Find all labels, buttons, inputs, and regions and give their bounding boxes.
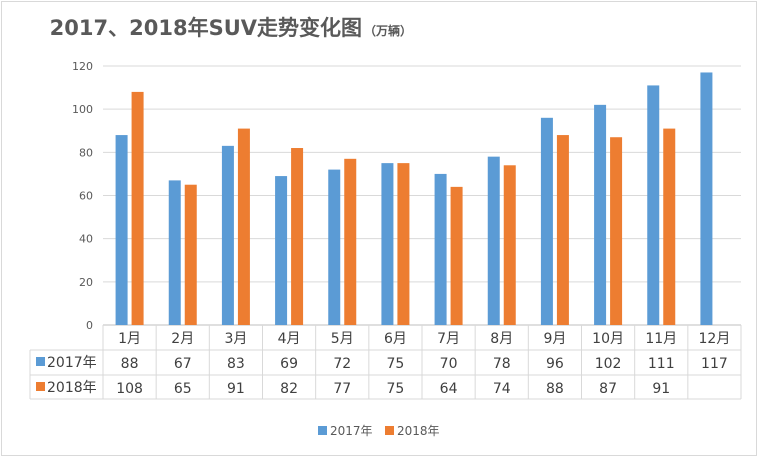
data-label: 67 (174, 356, 192, 372)
data-label: 65 (174, 381, 192, 397)
x-tick-label: 12月 (699, 331, 731, 347)
data-label: 87 (599, 381, 617, 397)
y-tick-label: 40 (79, 233, 93, 246)
chart-unit: （万辆） (364, 23, 412, 38)
bar-2017-2 (168, 180, 181, 325)
bar-2018-6 (397, 163, 410, 325)
x-tick-label: 8月 (490, 331, 513, 347)
bar-2018-3 (237, 128, 250, 325)
data-table: 1月 2月 3月 4月 5月 6月 7月 8月 9月 10月 11月 12月 2017年 88 67 83 69… (29, 325, 742, 400)
data-label: 88 (121, 356, 139, 372)
data-label: 83 (227, 356, 245, 372)
x-tick-label: 4月 (278, 331, 301, 347)
series-key-0 (36, 357, 45, 366)
data-label: 117 (701, 356, 728, 372)
bar-2018-1 (131, 91, 144, 326)
x-tick-label: 2月 (171, 331, 194, 347)
legend: 2017年 2018年 (318, 424, 440, 438)
bar-2017-6 (381, 163, 394, 325)
y-tick-label: 20 (79, 276, 93, 289)
legend-label: 2018年 (397, 424, 440, 438)
bar-2018-8 (503, 165, 516, 325)
legend-swatch-1 (385, 426, 394, 435)
bar-2018-9 (556, 135, 569, 325)
bar-2017-7 (434, 173, 447, 325)
chart-title-group: 2017、2018年SUV走势变化图 （万辆） (50, 16, 412, 40)
bar-2018-4 (291, 148, 304, 325)
data-label: 108 (116, 381, 143, 397)
bar-2018-10 (610, 137, 623, 325)
bar-2018-7 (450, 186, 463, 325)
bar-2017-10 (594, 104, 607, 325)
data-label: 77 (333, 381, 351, 397)
data-label: 72 (333, 356, 351, 372)
x-tick-label: 11月 (645, 331, 677, 347)
y-tick-label: 0 (86, 319, 93, 332)
x-tick-label: 5月 (331, 331, 354, 347)
data-label: 91 (227, 381, 245, 397)
y-tick-label: 60 (79, 190, 93, 203)
bars (115, 72, 713, 326)
data-label: 111 (648, 356, 675, 372)
bar-2017-8 (487, 156, 500, 325)
data-label: 75 (387, 381, 405, 397)
y-tick-label: 80 (79, 146, 93, 159)
chart-title: 2017、2018年SUV走势变化图 (50, 16, 362, 40)
bar-2017-12 (700, 72, 713, 325)
data-label: 91 (652, 381, 670, 397)
y-tick-label: 100 (72, 103, 93, 116)
series-name: 2018年 (47, 380, 97, 396)
bar-2017-4 (275, 176, 288, 325)
x-tick-label: 9月 (543, 331, 566, 347)
bar-2017-9 (540, 117, 553, 325)
data-label: 64 (440, 381, 458, 397)
data-label: 75 (387, 356, 405, 372)
data-label: 82 (280, 381, 298, 397)
x-tick-label: 3月 (224, 331, 247, 347)
series-name: 2017年 (47, 355, 97, 371)
bar-2017-5 (328, 169, 341, 325)
data-label: 70 (440, 356, 458, 372)
bar-2018-2 (184, 184, 197, 325)
y-tick-label: 120 (72, 60, 93, 73)
bar-2017-11 (647, 85, 660, 325)
data-label: 96 (546, 356, 564, 372)
bar-2018-5 (344, 158, 357, 325)
data-label: 69 (280, 356, 298, 372)
bar-2018-11 (663, 128, 676, 325)
y-axis: 0 20 40 60 80 100 120 (72, 60, 93, 332)
grid-lines (103, 65, 741, 326)
data-label: 88 (546, 381, 564, 397)
x-tick-label: 7月 (437, 331, 460, 347)
data-label: 78 (493, 356, 511, 372)
series-key-1 (36, 382, 45, 391)
x-tick-label: 10月 (592, 331, 624, 347)
legend-swatch-0 (318, 426, 327, 435)
x-tick-label: 6月 (384, 331, 407, 347)
bar-2017-1 (115, 135, 128, 325)
x-tick-label: 1月 (118, 331, 141, 347)
data-label: 74 (493, 381, 511, 397)
bar-2017-3 (221, 145, 234, 325)
data-label: 102 (595, 356, 622, 372)
legend-label: 2017年 (330, 424, 373, 438)
